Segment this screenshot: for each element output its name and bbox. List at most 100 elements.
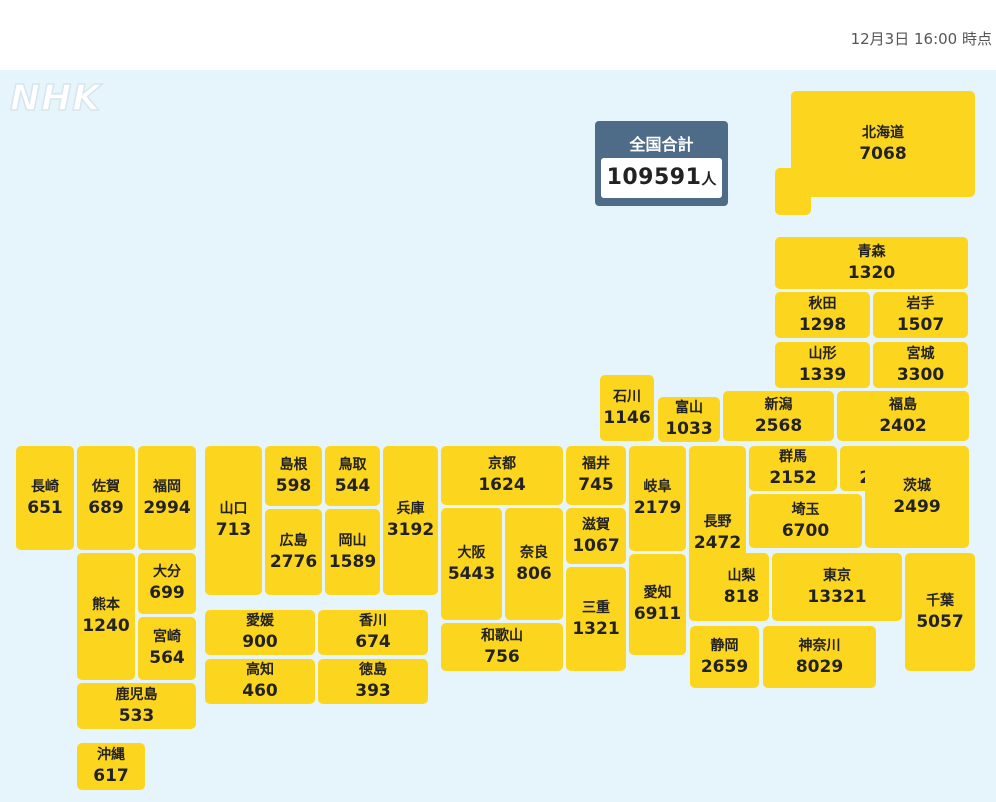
- prefecture-value: 1240: [82, 616, 130, 636]
- national-total-value-box: 109591人: [601, 158, 722, 198]
- prefecture-tile: 三重 1321: [566, 567, 626, 671]
- prefecture-name: 大分: [153, 564, 181, 580]
- prefecture-name: 青森: [857, 243, 886, 260]
- prefecture-name: 鳥取: [338, 456, 367, 473]
- prefecture-name: 群馬: [779, 449, 807, 465]
- prefecture-name: 和歌山: [481, 627, 523, 644]
- prefecture-tile: 群馬 2152: [749, 446, 837, 491]
- prefecture-value: 564: [149, 648, 185, 668]
- prefecture-tile: 島根 598: [265, 446, 322, 506]
- prefecture-name: 岐阜: [643, 479, 672, 495]
- national-total-label: 全国合計: [629, 135, 694, 154]
- prefecture-value: 3300: [896, 364, 945, 385]
- prefecture-name: 静岡: [710, 637, 739, 654]
- prefecture-tile: 兵庫 3192: [383, 446, 438, 595]
- prefecture-tile: 愛媛 900: [205, 610, 315, 655]
- prefecture-value: 1624: [478, 475, 526, 495]
- prefecture-value: 2402: [879, 415, 927, 436]
- prefecture-tile: 鹿児島 533: [77, 683, 196, 729]
- prefecture-value: 900: [242, 632, 278, 652]
- prefecture-name: 山梨: [727, 567, 756, 584]
- prefecture-name: 滋賀: [582, 516, 610, 533]
- prefecture-name: 神奈川: [798, 637, 841, 654]
- prefecture-value: 1298: [798, 314, 847, 335]
- prefecture-value: 13321: [807, 586, 867, 607]
- prefecture-name: 鹿児島: [115, 686, 158, 703]
- prefecture-tile: 沖縄 617: [77, 743, 145, 790]
- prefecture-name: 新潟: [764, 396, 793, 413]
- prefecture-tile: 茨城 2499: [865, 446, 969, 548]
- prefecture-tile: 宮崎 564: [138, 617, 196, 680]
- prefecture-tile: 愛知 6911: [629, 554, 686, 655]
- prefecture-name: 沖縄: [97, 747, 125, 763]
- prefecture-value: 2179: [633, 498, 682, 518]
- prefecture-value: 756: [484, 646, 520, 667]
- prefecture-tile: 徳島 393: [318, 659, 428, 704]
- prefecture-value: 7068: [859, 143, 907, 164]
- prefecture-tile: 山形 1339: [775, 342, 870, 388]
- prefecture-name: 高知: [246, 662, 274, 678]
- prefecture-tile: 福岡 2994: [138, 446, 196, 550]
- prefecture-tile: 福島 2402: [837, 391, 969, 441]
- prefecture-value: 651: [27, 497, 63, 518]
- prefecture-value: 689: [88, 497, 124, 518]
- prefecture-name: 東京: [823, 567, 851, 584]
- prefecture-value: 1146: [603, 407, 651, 428]
- prefecture-name: 宮城: [906, 345, 935, 362]
- prefecture-tile: 熊本 1240: [77, 553, 135, 680]
- prefecture-name: 埼玉: [791, 501, 820, 518]
- prefecture-tile: 岡山 1589: [325, 509, 380, 595]
- nhk-logo: NHK: [9, 77, 102, 120]
- prefecture-tile: 鳥取 544: [325, 446, 380, 506]
- prefecture-tile: 大阪 5443: [441, 508, 502, 620]
- prefecture-name: 佐賀: [92, 478, 120, 495]
- prefecture-name: 三重: [582, 599, 610, 616]
- prefecture-value: 5057: [916, 611, 964, 632]
- prefecture-tile: 佐賀 689: [77, 446, 135, 550]
- prefecture-name: 兵庫: [396, 501, 425, 517]
- prefecture-value: 2472: [693, 533, 742, 553]
- prefecture-tile: 岐阜 2179: [629, 446, 686, 551]
- prefecture-name: 山形: [808, 345, 837, 362]
- prefecture-tile: 奈良 806: [505, 508, 563, 620]
- prefecture-value: 806: [516, 563, 552, 584]
- prefecture-value: 2659: [700, 656, 749, 677]
- prefecture-name: 愛知: [643, 585, 672, 601]
- prefecture-name: 福岡: [153, 478, 181, 495]
- prefecture-name: 岡山: [338, 532, 367, 549]
- prefecture-tile: 宮城 3300: [873, 342, 968, 388]
- prefecture-tile: 香川 674: [318, 610, 428, 655]
- prefecture-tile: 千葉 5057: [905, 553, 975, 671]
- prefecture-tile: 神奈川 8029: [763, 626, 876, 688]
- prefecture-name: 広島: [279, 532, 308, 549]
- prefecture-name: 北海道: [862, 124, 904, 141]
- prefecture-name: 長野: [703, 514, 732, 530]
- prefecture-value: 2568: [754, 415, 803, 436]
- prefecture-value: 393: [355, 681, 391, 701]
- prefecture-tile: 石川 1146: [600, 375, 654, 441]
- prefecture-name: 茨城: [903, 477, 931, 494]
- prefecture-value: 5443: [447, 563, 496, 584]
- prefecture-name: 愛媛: [246, 613, 274, 629]
- prefecture-tile: 静岡 2659: [690, 626, 759, 688]
- prefecture-name: 福井: [582, 456, 610, 472]
- prefecture-name: 千葉: [926, 592, 954, 609]
- prefecture-value: 460: [242, 681, 278, 701]
- prefecture-tile: 滋賀 1067: [566, 508, 626, 564]
- prefecture-value: 8029: [795, 656, 844, 677]
- prefecture-tile: 富山 1033: [658, 397, 720, 442]
- prefecture-value: 598: [275, 475, 312, 496]
- prefecture-tile: 北海道 7068: [791, 91, 975, 197]
- prefecture-value: 1339: [798, 364, 847, 385]
- prefecture-value: 617: [93, 766, 129, 786]
- prefecture-name: 奈良: [520, 544, 548, 561]
- prefecture-tile: 広島 2776: [265, 509, 322, 595]
- prefecture-value: 1033: [665, 419, 713, 439]
- prefecture-tile: 埼玉 6700: [749, 494, 862, 548]
- prefecture-name: 石川: [613, 388, 641, 405]
- prefecture-name: 福島: [889, 396, 917, 413]
- prefecture-tile: 和歌山 756: [441, 623, 563, 671]
- prefecture-name: 京都: [488, 456, 516, 472]
- prefecture-value: 713: [215, 520, 252, 540]
- national-total-unit: 人: [701, 170, 717, 188]
